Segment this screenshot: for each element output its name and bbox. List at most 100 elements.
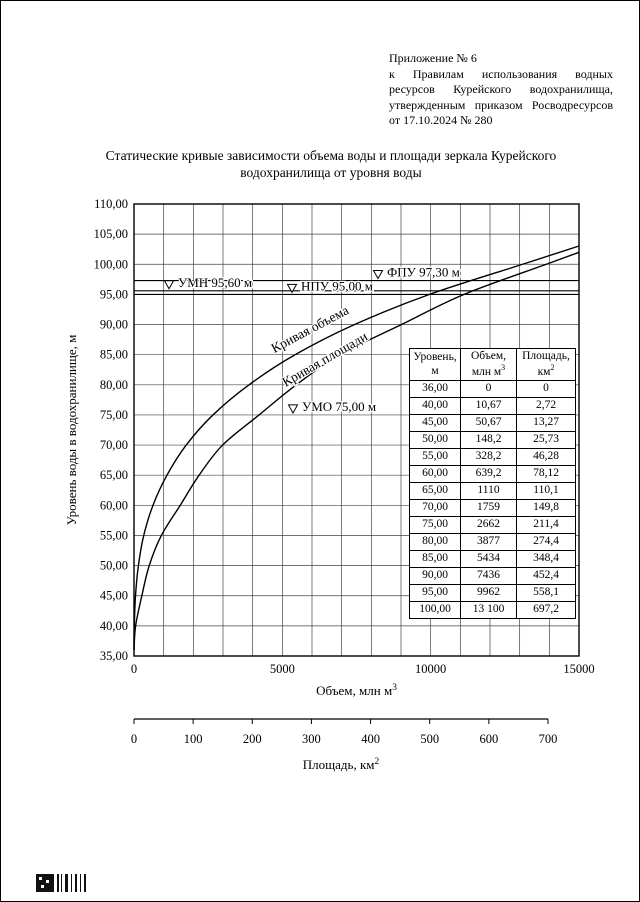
table-cell: 211,4 bbox=[516, 516, 576, 534]
plot-border bbox=[133, 203, 580, 657]
level-marker-icon bbox=[372, 270, 384, 280]
table-cell: 13 100 bbox=[460, 601, 517, 619]
table-cell: 70,00 bbox=[409, 499, 461, 517]
table-cell: 25,73 bbox=[516, 431, 576, 449]
y-tick-label: 95,00 bbox=[100, 287, 128, 301]
levels-table-wrap: Уровень, м Объем, млн м3 Площадь, км2 36,00 0 0… bbox=[409, 348, 576, 619]
table-cell: 36,00 bbox=[409, 380, 461, 398]
table-row: 100,00 13 100 697,2 bbox=[409, 601, 576, 619]
table-cell: 348,4 bbox=[516, 550, 576, 568]
reference-label: УМН 95,60 м bbox=[178, 275, 252, 290]
table-cell: 0 bbox=[460, 380, 517, 398]
appendix-note-line: к Правилам использования водных bbox=[389, 66, 613, 81]
table-cell: 45,00 bbox=[409, 414, 461, 432]
table-cell: 65,00 bbox=[409, 482, 461, 500]
table-cell: 558,1 bbox=[516, 584, 576, 602]
y-tick-label: 85,00 bbox=[100, 348, 128, 362]
table-row: 50,00 148,2 25,73 bbox=[409, 431, 576, 449]
y-tick-label: 110,00 bbox=[94, 197, 128, 211]
levels-table: Уровень, м Объем, млн м3 Площадь, км2 36,00 0 0… bbox=[409, 348, 576, 619]
chart-title: Статические кривые зависимости объема во… bbox=[105, 148, 557, 180]
x-axis-title: Объем, млн м3 bbox=[316, 683, 397, 698]
reference-label: ФПУ 97,30 м bbox=[387, 265, 460, 280]
signature-barcode-icon bbox=[36, 874, 86, 892]
table-cell: 75,00 bbox=[409, 516, 461, 534]
area-tick-label: 400 bbox=[361, 732, 380, 746]
table-cell: 55,00 bbox=[409, 448, 461, 466]
levels-table-head: Уровень, м Объем, млн м3 Площадь, км2 bbox=[409, 348, 576, 381]
x-tick-label: 0 bbox=[131, 662, 137, 676]
y-tick-label: 60,00 bbox=[100, 498, 128, 512]
table-cell: 274,4 bbox=[516, 533, 576, 551]
table-header-cell: Объем, млн м3 bbox=[460, 348, 517, 381]
table-cell: 3877 bbox=[460, 533, 517, 551]
table-cell: 110,1 bbox=[516, 482, 576, 500]
reference-label: НПУ 95,00 м bbox=[301, 278, 373, 293]
y-tick-label: 55,00 bbox=[100, 528, 128, 542]
table-cell: 639,2 bbox=[460, 465, 517, 483]
table-row: 75,00 2662 211,4 bbox=[409, 516, 576, 534]
y-tick-label: 90,00 bbox=[100, 318, 128, 332]
curve-area bbox=[133, 251, 580, 651]
table-cell: 148,2 bbox=[460, 431, 517, 449]
table-cell: 13,27 bbox=[516, 414, 576, 432]
table-row: 95,00 9962 558,1 bbox=[409, 584, 576, 602]
table-row: 40,00 10,67 2,72 bbox=[409, 397, 576, 415]
area-tick-label: 0 bbox=[131, 732, 137, 746]
level-marker-icon bbox=[163, 280, 175, 290]
table-cell: 10,67 bbox=[460, 397, 517, 415]
appendix-note-line: утвержденным приказом Росводресурсов bbox=[389, 97, 613, 112]
y-tick-label: 50,00 bbox=[100, 559, 128, 573]
table-cell: 328,2 bbox=[460, 448, 517, 466]
table-row: 36,00 0 0 bbox=[409, 380, 576, 398]
area-tick-label: 700 bbox=[539, 732, 558, 746]
y-tick-label: 45,00 bbox=[100, 589, 128, 603]
table-cell: 95,00 bbox=[409, 584, 461, 602]
x-tick-label: 5000 bbox=[270, 662, 295, 676]
table-cell: 80,00 bbox=[409, 533, 461, 551]
y-tick-label: 100,00 bbox=[94, 257, 128, 271]
reference-label: УМО 75,00 м bbox=[302, 399, 376, 414]
table-cell: 78,12 bbox=[516, 465, 576, 483]
appendix-note-line: от 17.10.2024 № 280 bbox=[389, 113, 493, 127]
table-row: 45,00 50,67 13,27 bbox=[409, 414, 576, 432]
area-tick-label: 500 bbox=[420, 732, 439, 746]
x-tick-label: 15000 bbox=[563, 662, 594, 676]
table-cell: 100,00 bbox=[409, 601, 461, 619]
table-cell: 90,00 bbox=[409, 567, 461, 585]
levels-table-body: 36,00 0 0 40,00 10,67 2,72 45,00 50,67 13,27 50,0… bbox=[409, 380, 576, 619]
table-cell: 5434 bbox=[460, 550, 517, 568]
table-cell: 60,00 bbox=[409, 465, 461, 483]
x-tick-label: 10000 bbox=[415, 662, 446, 676]
table-header-cell: Уровень, м bbox=[409, 348, 461, 381]
area-tick-label: 200 bbox=[243, 732, 262, 746]
area-tick-label: 100 bbox=[184, 732, 203, 746]
table-cell: 149,8 bbox=[516, 499, 576, 517]
table-cell: 9962 bbox=[460, 584, 517, 602]
table-row: 60,00 639,2 78,12 bbox=[409, 465, 576, 483]
table-cell: 697,2 bbox=[516, 601, 576, 619]
table-row: 80,00 3877 274,4 bbox=[409, 533, 576, 551]
area-tick-label: 600 bbox=[479, 732, 498, 746]
table-cell: 1759 bbox=[460, 499, 517, 517]
level-marker-icon bbox=[287, 404, 299, 414]
table-cell: 0 bbox=[516, 380, 576, 398]
table-cell: 46,28 bbox=[516, 448, 576, 466]
y-tick-label: 35,00 bbox=[100, 649, 128, 663]
table-row: 70,00 1759 149,8 bbox=[409, 499, 576, 517]
table-row: 55,00 328,2 46,28 bbox=[409, 448, 576, 466]
y-tick-label: 80,00 bbox=[100, 378, 128, 392]
table-row: 90,00 7436 452,4 bbox=[409, 567, 576, 585]
table-cell: 50,67 bbox=[460, 414, 517, 432]
table-cell: 452,4 bbox=[516, 567, 576, 585]
table-header-row: Уровень, м Объем, млн м3 Площадь, км2 bbox=[409, 348, 576, 381]
appendix-note-line: Приложение № 6 bbox=[389, 51, 477, 65]
table-cell: 1110 bbox=[460, 482, 517, 500]
table-cell: 85,00 bbox=[409, 550, 461, 568]
y-tick-label: 105,00 bbox=[94, 227, 128, 241]
y-tick-label: 65,00 bbox=[100, 468, 128, 482]
y-tick-label: 70,00 bbox=[100, 438, 128, 452]
